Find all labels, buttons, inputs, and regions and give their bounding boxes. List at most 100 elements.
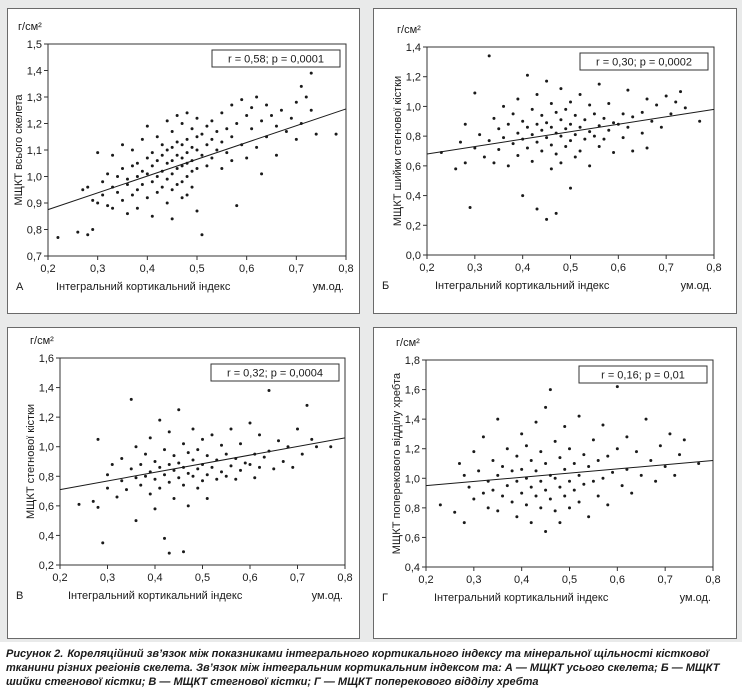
data-point [569, 139, 572, 143]
data-point [645, 97, 649, 101]
data-point [481, 491, 485, 495]
data-point [572, 462, 576, 465]
data-point [305, 403, 309, 407]
data-point [535, 93, 539, 97]
data-point [185, 175, 189, 178]
data-point [195, 209, 199, 213]
data-point [540, 113, 544, 117]
data-point [631, 149, 635, 153]
data-point [545, 217, 549, 221]
x-axis-label: Інтегральний кортикальний індекс [435, 280, 610, 292]
data-point [274, 153, 278, 157]
data-point [564, 107, 568, 111]
data-point [185, 161, 189, 165]
data-point [472, 450, 476, 454]
data-point [220, 167, 224, 171]
data-point [530, 159, 534, 163]
data-point [129, 467, 133, 471]
data-point [121, 198, 124, 202]
data-point [153, 460, 157, 463]
data-point [597, 82, 601, 86]
data-point [155, 175, 159, 178]
data-point [180, 143, 184, 147]
data-point [520, 432, 524, 436]
y-tick-label: 1,6 [405, 385, 420, 397]
data-point [682, 438, 686, 442]
data-point [539, 479, 543, 483]
data-point [265, 103, 269, 107]
data-point [510, 469, 514, 473]
data-point [170, 172, 174, 176]
data-point [291, 465, 295, 469]
data-point [205, 496, 209, 500]
data-point [180, 122, 184, 125]
data-point [559, 134, 563, 138]
data-point [678, 453, 682, 457]
data-point [215, 458, 219, 462]
data-point [501, 494, 505, 498]
data-point [294, 137, 298, 141]
data-point [96, 505, 100, 509]
data-point [235, 122, 239, 125]
data-point [175, 167, 179, 171]
data-point [172, 454, 176, 458]
y-tick-label: 1,0 [406, 101, 421, 113]
data-point [529, 485, 533, 489]
data-point [229, 427, 233, 431]
data-point [144, 474, 147, 478]
data-point [180, 164, 184, 168]
data-point [569, 122, 572, 126]
data-point [190, 145, 194, 149]
data-point [486, 479, 490, 483]
data-point [578, 125, 582, 129]
data-point [205, 473, 209, 477]
x-tick-label: 0,6 [610, 574, 625, 586]
data-point [175, 153, 179, 157]
data-point [491, 459, 495, 463]
x-tick-label: 0,3 [100, 572, 115, 584]
data-point [588, 130, 592, 134]
x-tick-label: 0,3 [466, 574, 481, 586]
panel-letter: Б [382, 280, 389, 292]
data-point [505, 484, 509, 488]
data-point [525, 125, 529, 129]
data-point [96, 437, 100, 441]
data-point [180, 156, 184, 160]
data-point [86, 233, 90, 237]
data-point [534, 469, 538, 473]
data-point [190, 159, 194, 163]
data-point [482, 155, 486, 159]
data-point [473, 146, 477, 150]
data-point [615, 385, 619, 389]
data-point [165, 119, 169, 123]
x-tick-label: 0,3 [467, 262, 482, 274]
data-point [150, 164, 154, 168]
y-tick-label: 1,0 [27, 172, 42, 184]
data-point [111, 185, 115, 189]
data-point [148, 436, 152, 440]
y-tick-label: 0,2 [39, 560, 54, 572]
data-point [150, 151, 154, 155]
data-point [182, 483, 185, 487]
y-tick-label: 1,8 [405, 355, 420, 367]
x-axis-label: Інтегральний кортикальний індекс [68, 590, 243, 602]
data-point [612, 150, 616, 154]
data-point [607, 101, 611, 105]
chart-g: 0,4 0,6 0,8 1,0 1,2 1,4 1,6 1,8 0,2 0,3 0,4 0,5 0,6 0… [382, 337, 721, 604]
y-tick-label: 1,3 [27, 92, 42, 104]
y-tick-label: 1,4 [27, 66, 42, 78]
panel-letter: Г [382, 592, 388, 604]
data-point [148, 492, 152, 496]
data-point [545, 79, 549, 83]
data-point [545, 136, 549, 140]
data-point [195, 167, 199, 171]
data-point [698, 119, 702, 123]
x-unit-label: ум.од. [313, 281, 344, 293]
data-point [559, 118, 563, 122]
data-point [645, 146, 649, 150]
data-point [625, 467, 629, 471]
data-point [56, 235, 60, 239]
data-point [210, 465, 214, 469]
data-point [663, 464, 667, 468]
scatter-points [439, 52, 702, 221]
